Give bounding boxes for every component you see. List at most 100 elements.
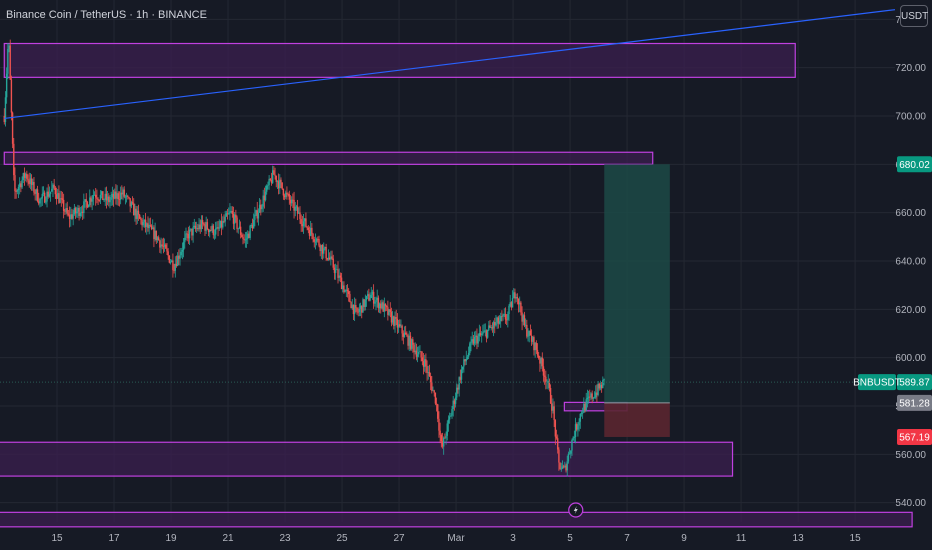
candle-body bbox=[288, 194, 291, 200]
candle-body bbox=[267, 185, 269, 186]
candle bbox=[501, 310, 503, 322]
candle-body bbox=[486, 329, 489, 338]
candle-body bbox=[581, 412, 584, 414]
candle bbox=[567, 451, 570, 464]
candle-body bbox=[425, 359, 427, 367]
candle-body bbox=[282, 188, 285, 196]
candle bbox=[535, 340, 538, 354]
candle-body bbox=[225, 213, 228, 217]
candle-body bbox=[428, 372, 431, 377]
candle bbox=[204, 221, 206, 237]
candle bbox=[243, 234, 245, 244]
candle bbox=[503, 308, 505, 318]
candle-body bbox=[64, 210, 66, 212]
candle bbox=[347, 287, 350, 302]
candle bbox=[4, 91, 7, 127]
candle-body bbox=[533, 337, 535, 351]
candle bbox=[184, 231, 186, 249]
candle-body bbox=[185, 233, 187, 238]
candle bbox=[597, 380, 599, 397]
candle-body bbox=[300, 219, 302, 225]
candle-body bbox=[148, 224, 150, 229]
candle bbox=[442, 436, 445, 455]
candle bbox=[323, 242, 325, 259]
candle-body bbox=[95, 194, 97, 198]
candle-body bbox=[384, 303, 387, 307]
candle bbox=[478, 324, 481, 342]
candle bbox=[451, 406, 453, 419]
candle bbox=[173, 263, 175, 274]
candle bbox=[463, 355, 465, 373]
candle bbox=[573, 430, 576, 443]
candle bbox=[216, 221, 218, 230]
candle-body bbox=[55, 194, 58, 199]
candle-body bbox=[53, 184, 55, 188]
candle-body bbox=[552, 406, 554, 411]
candle-body bbox=[572, 437, 574, 441]
candle-body bbox=[576, 424, 578, 430]
candle bbox=[538, 351, 540, 360]
candle bbox=[102, 191, 104, 201]
candle-body bbox=[321, 244, 324, 254]
candle-body bbox=[20, 183, 22, 188]
candle-body bbox=[13, 143, 15, 176]
candle bbox=[55, 187, 58, 205]
candle-body bbox=[72, 214, 74, 219]
x-tick-label: 5 bbox=[567, 533, 573, 544]
candle-body bbox=[17, 186, 20, 191]
candle bbox=[144, 213, 147, 233]
candle bbox=[155, 230, 157, 244]
candle bbox=[275, 175, 277, 188]
currency-button[interactable]: USDT bbox=[900, 5, 928, 27]
candle-body bbox=[482, 332, 484, 335]
x-tick-label: 23 bbox=[279, 533, 291, 544]
candle bbox=[70, 206, 72, 227]
candle-body bbox=[536, 349, 539, 356]
candle bbox=[96, 189, 98, 204]
candle bbox=[156, 236, 159, 243]
candle-body bbox=[8, 45, 10, 50]
candle bbox=[581, 407, 584, 419]
candle bbox=[420, 350, 422, 362]
candle bbox=[454, 392, 457, 408]
candle bbox=[34, 189, 36, 201]
candle-body bbox=[527, 335, 529, 337]
candle-body bbox=[434, 392, 437, 404]
candle bbox=[207, 228, 210, 237]
candle-body bbox=[289, 199, 292, 204]
candle bbox=[143, 219, 146, 228]
candle bbox=[437, 403, 439, 423]
candle-body bbox=[131, 202, 134, 204]
candle-body bbox=[475, 335, 477, 337]
candle-body bbox=[302, 221, 305, 227]
candle-body bbox=[400, 325, 402, 327]
candle bbox=[13, 137, 15, 181]
candle-body bbox=[211, 225, 213, 231]
candle-body bbox=[271, 170, 274, 183]
candle bbox=[416, 346, 419, 363]
candle-body bbox=[62, 199, 65, 211]
candle bbox=[157, 235, 160, 241]
candle bbox=[315, 237, 318, 246]
candle-body bbox=[584, 403, 586, 411]
candle bbox=[558, 447, 560, 471]
candle bbox=[326, 257, 329, 261]
candle bbox=[256, 201, 258, 223]
candle bbox=[89, 189, 91, 207]
candle-body bbox=[408, 335, 410, 346]
candle-body bbox=[501, 316, 503, 317]
candle bbox=[49, 191, 52, 202]
candle-body bbox=[352, 304, 355, 315]
candle-body bbox=[406, 334, 408, 336]
candle-body bbox=[119, 192, 122, 200]
candle-body bbox=[152, 227, 154, 230]
candle-body bbox=[323, 248, 325, 254]
candle-body bbox=[193, 225, 195, 228]
candle bbox=[244, 232, 247, 248]
x-tick-label: 25 bbox=[336, 533, 348, 544]
candle bbox=[111, 186, 114, 206]
candle bbox=[91, 194, 93, 211]
candle bbox=[5, 67, 8, 104]
